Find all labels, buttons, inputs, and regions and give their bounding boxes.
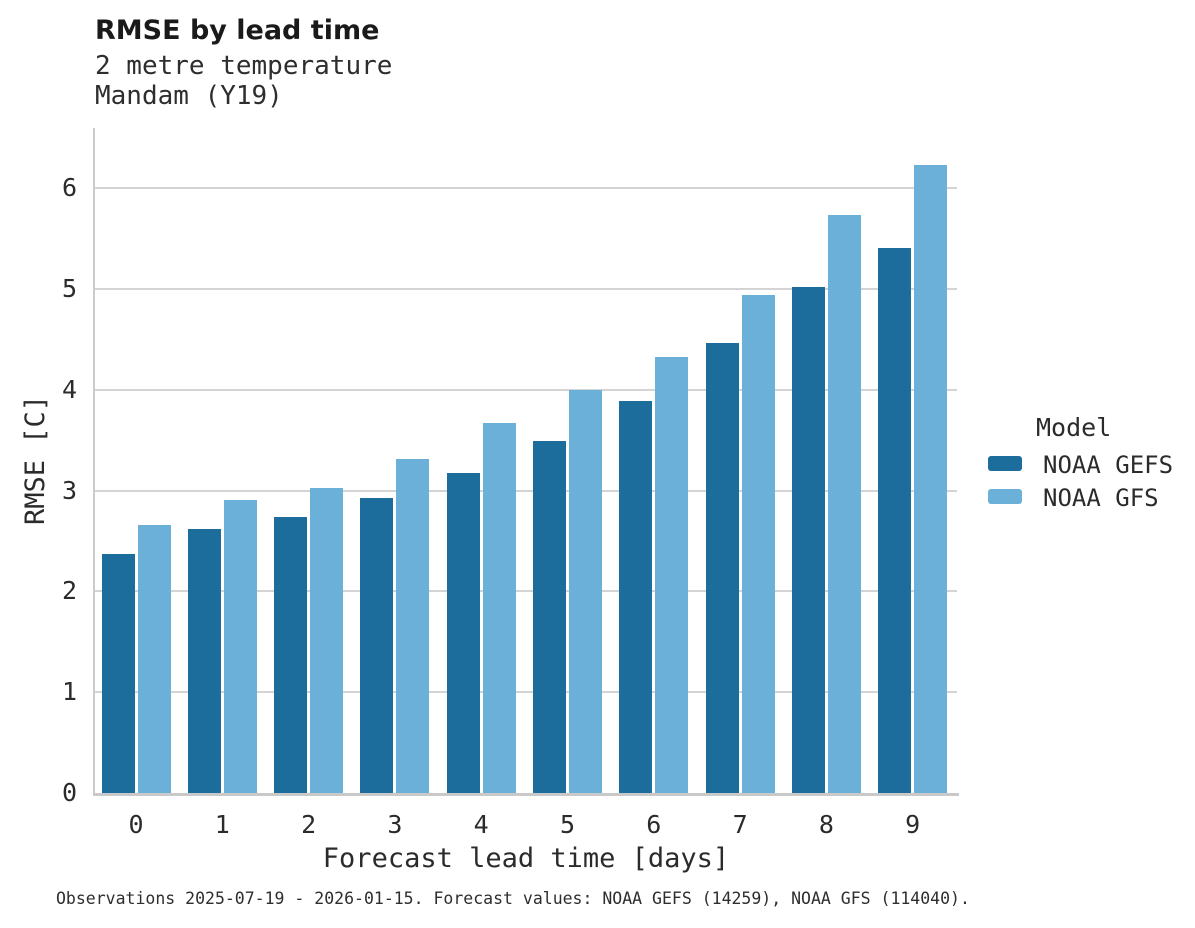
x-tick-label: 4 — [473, 810, 489, 839]
y-gridline — [95, 388, 957, 391]
chart-title: RMSE by lead time — [95, 15, 380, 46]
y-tick-label: 3 — [61, 475, 77, 505]
y-tick-label: 0 — [61, 778, 77, 807]
bar-noaa-gfs-lead-1 — [223, 499, 257, 793]
bar-noaa-gefs-lead-1 — [187, 529, 221, 793]
bar-noaa-gfs-lead-8 — [827, 214, 861, 793]
bar-noaa-gfs-lead-6 — [655, 356, 689, 793]
y-gridline — [95, 288, 957, 291]
bar-noaa-gefs-lead-9 — [878, 247, 912, 793]
bar-noaa-gfs-lead-0 — [137, 524, 171, 793]
bar-noaa-gefs-lead-2 — [274, 516, 308, 793]
x-tick-label: 5 — [559, 810, 576, 839]
x-tick-label: 9 — [905, 810, 921, 839]
footer-caption: Observations 2025-07-19 - 2026-01-15. Fo… — [56, 889, 970, 908]
legend-swatch-noaa-gfs — [988, 489, 1022, 504]
bar-noaa-gefs-lead-0 — [101, 554, 135, 793]
x-tick-label: 2 — [301, 810, 317, 839]
x-tick-label: 0 — [128, 810, 144, 839]
y-tick-label: 1 — [61, 677, 77, 707]
bar-noaa-gefs-lead-5 — [533, 441, 566, 793]
y-tick-label: 6 — [61, 173, 77, 203]
bar-noaa-gfs-lead-3 — [396, 459, 430, 793]
legend-label-noaa-gfs: NOAA GFS — [1043, 484, 1159, 512]
bar-noaa-gfs-lead-4 — [482, 423, 516, 793]
x-tick-label: 6 — [646, 810, 662, 839]
x-tick-label: 8 — [818, 810, 834, 839]
x-tick-label: 7 — [732, 810, 748, 839]
bar-noaa-gfs-lead-7 — [741, 295, 775, 793]
bar-noaa-gefs-lead-6 — [619, 401, 653, 793]
legend-swatch-noaa-gefs — [988, 456, 1022, 471]
bar-noaa-gfs-lead-9 — [914, 165, 948, 793]
y-tick-label: 4 — [61, 374, 77, 404]
y-axis-spine — [93, 128, 95, 795]
x-axis-label: Forecast lead time [days] — [322, 843, 730, 874]
x-tick-label: 3 — [387, 810, 403, 839]
legend-title: Model — [1036, 413, 1112, 442]
y-gridline — [95, 187, 957, 190]
y-gridline — [95, 489, 957, 492]
x-tick-label: 1 — [214, 810, 230, 839]
y-gridline — [95, 590, 957, 593]
bar-noaa-gefs-lead-4 — [446, 472, 480, 793]
y-gridline — [95, 691, 957, 694]
y-tick-label: 2 — [61, 576, 77, 606]
chart-subtitle-variable: 2 metre temperature — [95, 51, 393, 81]
bar-noaa-gfs-lead-2 — [310, 487, 344, 793]
x-axis-spine — [93, 793, 959, 796]
bar-noaa-gefs-lead-3 — [360, 497, 394, 793]
bar-noaa-gefs-lead-8 — [791, 287, 825, 793]
legend-label-noaa-gefs: NOAA GEFS — [1043, 451, 1174, 479]
bar-noaa-gfs-lead-5 — [569, 389, 602, 793]
chart-subtitle-location: Mandam (Y19) — [95, 81, 283, 111]
y-tick-label: 5 — [61, 274, 77, 304]
bar-noaa-gefs-lead-7 — [705, 342, 739, 793]
